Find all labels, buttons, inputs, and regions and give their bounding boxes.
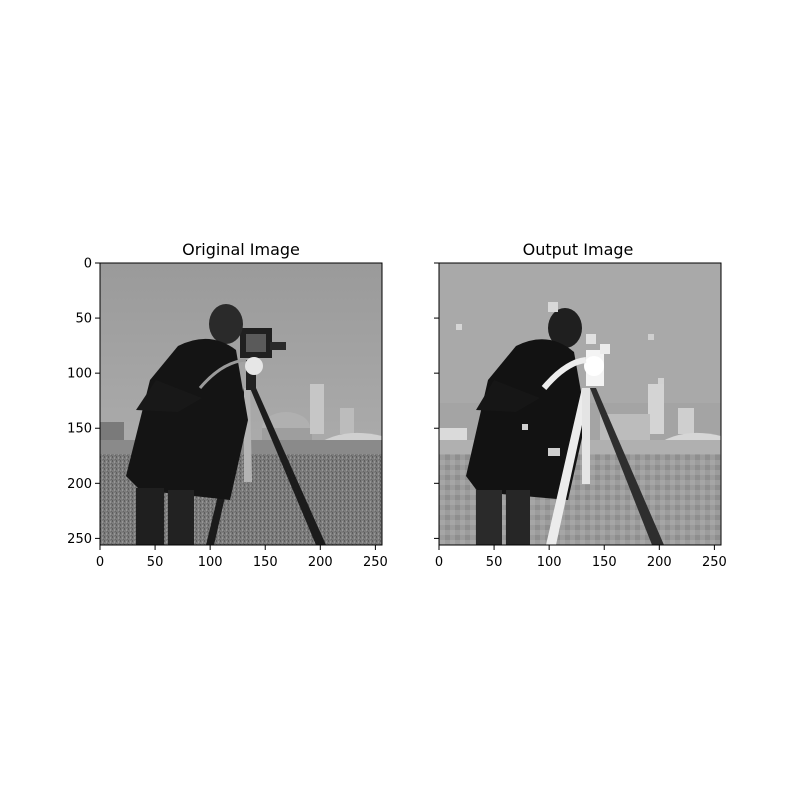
panel-title: Original Image xyxy=(182,240,300,259)
original-image xyxy=(100,263,382,545)
y-tick-label: 150 xyxy=(67,422,92,437)
x-tick-label: 50 xyxy=(147,555,164,570)
y-tick-label: 50 xyxy=(75,312,92,327)
y-tick-label: 250 xyxy=(67,532,92,547)
x-axis: 0 50 100 150 200 250 xyxy=(96,545,388,570)
y-tick-label: 200 xyxy=(67,477,92,492)
x-tick-label: 50 xyxy=(486,555,503,570)
original-image-panel: Original Image xyxy=(67,240,388,570)
output-image-panel: Output Image xyxy=(434,240,727,570)
x-tick-label: 150 xyxy=(592,555,617,570)
x-tick-label: 250 xyxy=(702,555,727,570)
x-tick-label: 200 xyxy=(647,555,672,570)
y-axis: 0 50 100 150 200 250 xyxy=(67,257,100,547)
x-tick-label: 250 xyxy=(363,555,388,570)
x-tick-label: 0 xyxy=(96,555,104,570)
y-axis xyxy=(434,262,439,539)
x-tick-label: 150 xyxy=(253,555,278,570)
x-tick-label: 100 xyxy=(537,555,562,570)
y-tick-label: 0 xyxy=(84,257,92,272)
x-tick-label: 100 xyxy=(198,555,223,570)
y-tick-label: 100 xyxy=(67,367,92,382)
x-tick-label: 0 xyxy=(435,555,443,570)
x-axis: 0 50 100 150 200 250 xyxy=(435,545,727,570)
x-tick-label: 200 xyxy=(308,555,333,570)
panel-title: Output Image xyxy=(523,240,634,259)
output-image xyxy=(439,263,721,545)
